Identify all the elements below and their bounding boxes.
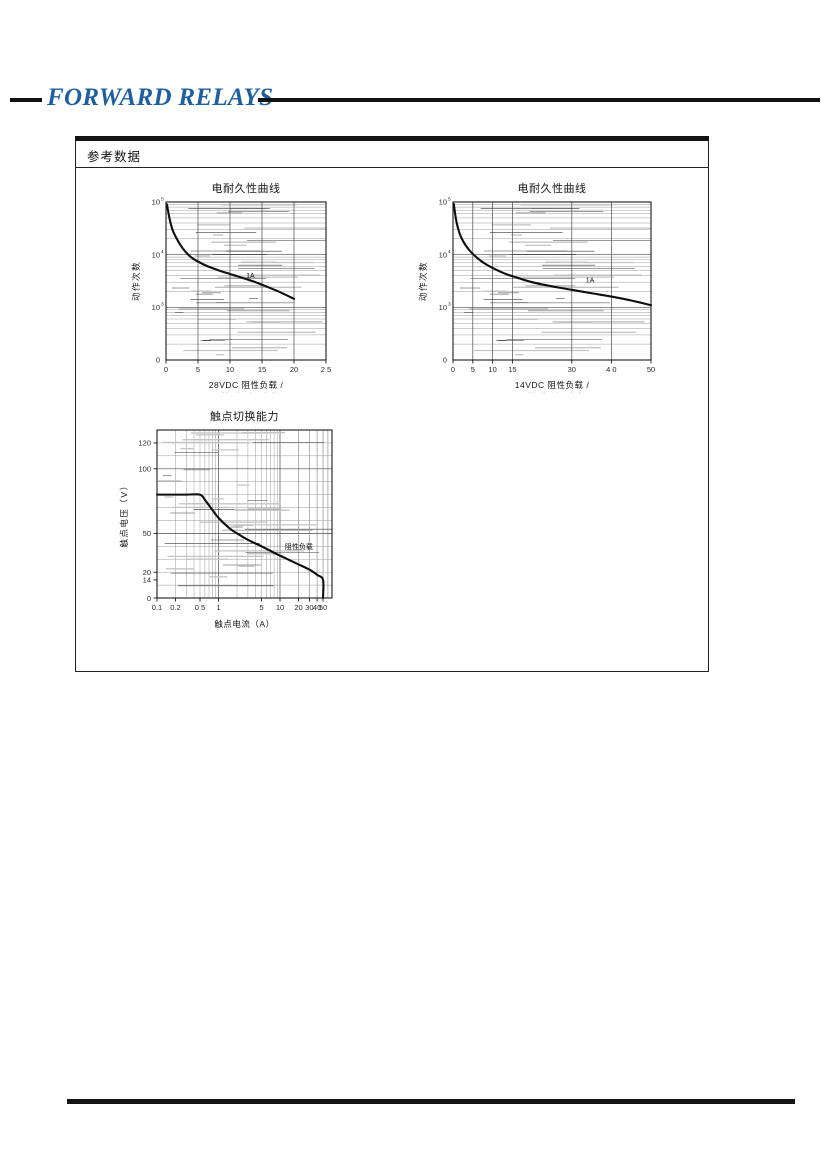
svg-text:120: 120: [138, 439, 151, 448]
page-header: FORWARD RELAYS: [0, 84, 828, 120]
grid-texture: [171, 204, 326, 356]
svg-text:电耐久性曲线: 电耐久性曲线: [212, 181, 281, 195]
svg-text:3: 3: [161, 302, 164, 308]
grid-minor-lines: [453, 201, 651, 361]
svg-text:5: 5: [471, 365, 475, 374]
svg-text:28VDC 阻性负载 /: 28VDC 阻性负载 /: [209, 380, 284, 390]
svg-text:50: 50: [647, 365, 655, 374]
footer-rule: [67, 1099, 795, 1104]
svg-text:20: 20: [290, 365, 298, 374]
svg-text:1A: 1A: [586, 277, 595, 284]
grid-vertical-lines: [472, 202, 612, 360]
svg-text:15: 15: [258, 365, 266, 374]
svg-text:2 5: 2 5: [321, 365, 331, 374]
x-axis-ticks: 0 5 10 15 20 2 5: [164, 360, 331, 374]
data-curve: [155, 493, 325, 600]
svg-text:0.1: 0.1: [152, 603, 162, 612]
svg-text:5: 5: [448, 196, 451, 202]
grid-vertical-lines: [156, 430, 333, 598]
svg-text:10: 10: [439, 303, 447, 312]
svg-text:30: 30: [568, 365, 576, 374]
y-axis-ticks: 10 510 410 30: [439, 196, 451, 364]
brand-rule-right: [258, 98, 820, 102]
svg-text:0.2: 0.2: [170, 603, 180, 612]
svg-text:5: 5: [196, 365, 200, 374]
svg-text:4: 4: [448, 249, 451, 255]
y-axis-label: 动作次数: [418, 261, 428, 301]
svg-text:50: 50: [319, 603, 327, 612]
svg-text:10: 10: [152, 198, 160, 207]
reference-data-panel: 参考数据 电耐久性曲线 10 5 10 4 10 3 0 0 5 10 15 20 2 5 动作次数 28VD…: [75, 136, 709, 674]
svg-text:5: 5: [259, 603, 263, 612]
svg-text:10: 10: [226, 365, 234, 374]
svg-text:14: 14: [143, 576, 151, 585]
svg-text:30: 30: [305, 603, 313, 612]
chart-switching-capacity: 触点切换能力 120 100 50 20 14 0 0.1 0.2 0.5 1 5 10 20 30 40 50…: [97, 404, 387, 634]
svg-text:阻性负载: 阻性负载: [285, 542, 313, 551]
svg-text:3: 3: [448, 302, 451, 308]
svg-text:0: 0: [451, 365, 455, 374]
y-axis-label: 动作次数: [131, 261, 141, 301]
panel-title: 参考数据: [87, 150, 142, 164]
svg-text:0: 0: [147, 594, 151, 603]
grid-texture: [158, 432, 332, 587]
brand-rule-left: [10, 98, 42, 102]
svg-text:100: 100: [138, 465, 151, 474]
svg-text:10: 10: [439, 250, 447, 259]
svg-text:5: 5: [161, 196, 164, 202]
svg-text:切 换 电 流 （A）: 切 换 电 流 （A）: [210, 392, 282, 393]
grid-texture: [459, 204, 651, 356]
svg-text:15: 15: [508, 365, 516, 374]
svg-text:14VDC 阻性负载 /: 14VDC 阻性负载 /: [515, 380, 590, 390]
data-curve: [452, 202, 653, 307]
svg-text:10: 10: [152, 250, 160, 259]
svg-text:触点电流（A）: 触点电流（A）: [214, 619, 274, 629]
svg-text:电耐久性曲线: 电耐久性曲线: [518, 181, 587, 195]
chart-endurance-28vdc: 电耐久性曲线 10 5 10 4 10 3 0 0 5 10 15 20 2 5 动作次数 28VDC 阻性负…: [130, 178, 345, 393]
svg-text:1A: 1A: [246, 273, 255, 280]
chart-endurance-14vdc: 电耐久性曲线 10 5 10 4 10 3 0 0 5 10 15 30 4 0 50 动作次数 14VDC 阻…: [415, 178, 665, 393]
y-axis-ticks: 10 510 410 30: [152, 196, 164, 364]
svg-text:1: 1: [216, 603, 220, 612]
svg-text:10: 10: [152, 303, 160, 312]
svg-text:10: 10: [488, 365, 496, 374]
svg-text:4 0: 4 0: [606, 365, 616, 374]
svg-text:0.5: 0.5: [195, 603, 205, 612]
panel-top-bar: [75, 136, 709, 141]
svg-text:50: 50: [143, 529, 151, 538]
panel-title-row: [75, 141, 709, 168]
svg-text:40: 40: [313, 603, 321, 612]
svg-text:20: 20: [294, 603, 302, 612]
svg-text:10: 10: [276, 603, 284, 612]
svg-text:0: 0: [443, 356, 447, 365]
svg-text:0: 0: [156, 356, 160, 365]
data-curve: [165, 203, 296, 300]
grid-minor-lines: [166, 201, 326, 361]
grid-horizontal-lines: [157, 442, 332, 586]
x-axis-ticks: 0 5 10 15 30 4 0 50: [451, 360, 655, 374]
y-axis-label: 触点电压（V）: [119, 480, 129, 547]
svg-text:切 换 电 流 （A）: 切 换 电 流 （A）: [516, 392, 588, 393]
svg-text:触点切换能力: 触点切换能力: [210, 409, 279, 423]
svg-text:10: 10: [439, 198, 447, 207]
svg-text:4: 4: [161, 249, 164, 255]
grid-vertical-lines: [197, 202, 295, 360]
brand-title: FORWARD RELAYS: [47, 84, 274, 111]
svg-text:0: 0: [164, 365, 168, 374]
svg-text:20: 20: [143, 568, 151, 577]
